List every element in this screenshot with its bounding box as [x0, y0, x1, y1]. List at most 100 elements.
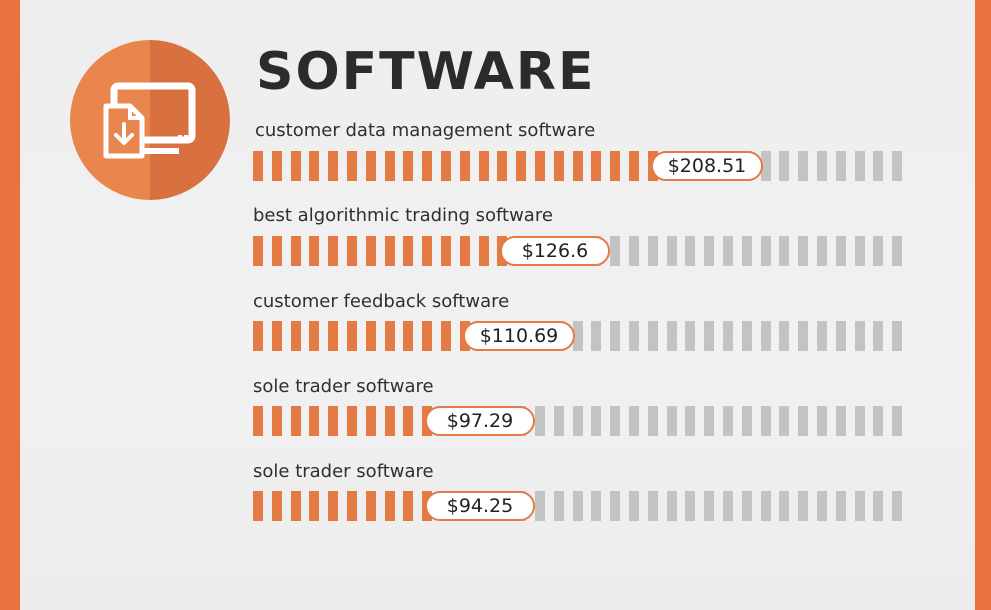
bar-segment-empty — [855, 406, 865, 436]
bar-segment-empty — [723, 236, 733, 266]
bar-segment-filled — [328, 236, 338, 266]
bar-segment-filled — [366, 406, 376, 436]
bar-segment-empty — [892, 151, 902, 181]
bar-segment-filled — [441, 236, 451, 266]
bar-segment-empty — [855, 151, 865, 181]
bar-segment-empty — [855, 491, 865, 521]
bar-segment-filled — [272, 321, 282, 351]
bar-segment-filled — [347, 491, 357, 521]
bar-segment-empty — [704, 321, 714, 351]
bar-segment-filled — [403, 406, 413, 436]
bar-segment-filled — [366, 236, 376, 266]
bar-segment-filled — [385, 406, 395, 436]
bar-segment-filled — [403, 151, 413, 181]
bar-track: $94.25 — [253, 491, 909, 521]
bar-segment-filled — [366, 321, 376, 351]
bar-segment-filled — [441, 321, 451, 351]
monitor-download-icon — [103, 82, 196, 159]
bar-segment-empty — [648, 236, 658, 266]
bar-segment-empty — [648, 406, 658, 436]
bar-label: best algorithmic trading software — [253, 205, 553, 226]
bar-segment-empty — [798, 236, 808, 266]
bar-track: $126.6 — [253, 236, 909, 266]
bar-segment-empty — [667, 406, 677, 436]
bar-segment-filled — [253, 321, 263, 351]
bar-segment-filled — [309, 491, 319, 521]
bar-segment-filled — [591, 151, 601, 181]
bar-segment-empty — [742, 321, 752, 351]
bar-segment-empty — [629, 491, 639, 521]
bar-segment-filled — [403, 321, 413, 351]
bar-segment-empty — [761, 236, 771, 266]
bar-segment-filled — [497, 151, 507, 181]
bar-segment-empty — [798, 491, 808, 521]
bar-segment-empty — [892, 406, 902, 436]
bar-segment-empty — [761, 491, 771, 521]
bar-segment-filled — [347, 151, 357, 181]
bar-segment-empty — [573, 321, 583, 351]
bar-segment-empty — [535, 491, 545, 521]
bar-segment-filled — [460, 236, 470, 266]
bar-segment-filled — [253, 491, 263, 521]
bar-segment-empty — [873, 321, 883, 351]
bar-segment-filled — [272, 491, 282, 521]
bar-segment-filled — [347, 406, 357, 436]
bar-segment-filled — [385, 491, 395, 521]
bar-value-label: $208.51 — [651, 151, 763, 181]
bar-segment-filled — [309, 236, 319, 266]
bar-segment-filled — [385, 236, 395, 266]
bar-segment-filled — [535, 151, 545, 181]
bar-segment-empty — [610, 491, 620, 521]
bar-segment-empty — [779, 236, 789, 266]
bar-label: customer feedback software — [253, 291, 510, 312]
bar-segment-filled — [328, 406, 338, 436]
bar-segment-filled — [272, 236, 282, 266]
bar-value-label: $97.29 — [425, 406, 535, 436]
bar-segment-filled — [347, 321, 357, 351]
bar-segment-empty — [817, 236, 827, 266]
bar-segment-filled — [347, 236, 357, 266]
bar-segment-empty — [591, 406, 601, 436]
bar-segment-filled — [385, 151, 395, 181]
bar-segment-empty — [573, 406, 583, 436]
bar-segment-filled — [291, 236, 301, 266]
bar-segment-empty — [836, 406, 846, 436]
bar-segment-empty — [723, 406, 733, 436]
bar-segment-empty — [817, 321, 827, 351]
bar-segment-empty — [591, 491, 601, 521]
bar-segment-empty — [742, 236, 752, 266]
bar-segment-empty — [554, 406, 564, 436]
bar-segment-filled — [309, 151, 319, 181]
bar-segment-empty — [761, 151, 771, 181]
bar-segment-filled — [610, 151, 620, 181]
bar-segment-empty — [591, 321, 601, 351]
bar-segment-empty — [892, 236, 902, 266]
bar-segment-empty — [723, 491, 733, 521]
bar-segment-empty — [873, 236, 883, 266]
bar-segment-filled — [366, 491, 376, 521]
bar-segment-empty — [855, 321, 865, 351]
bar-segment-empty — [798, 151, 808, 181]
bar-segment-filled — [403, 491, 413, 521]
bar-label: customer data management software — [255, 120, 596, 141]
software-icon-badge — [70, 40, 230, 200]
bar-segment-empty — [779, 491, 789, 521]
bar-track: $208.51 — [253, 151, 909, 181]
bar-segment-empty — [610, 321, 620, 351]
bar-segment-empty — [761, 406, 771, 436]
bar-segment-filled — [460, 151, 470, 181]
bar-segment-empty — [817, 406, 827, 436]
bar-segment-filled — [516, 151, 526, 181]
bar-segment-empty — [836, 491, 846, 521]
bar-segment-filled — [291, 491, 301, 521]
bar-segment-filled — [385, 321, 395, 351]
bar-segment-empty — [704, 406, 714, 436]
bar-segment-filled — [441, 151, 451, 181]
bar-segment-empty — [779, 151, 789, 181]
bar-value-label: $94.25 — [425, 491, 535, 521]
bar-segment-filled — [629, 151, 639, 181]
bar-segment-empty — [817, 491, 827, 521]
bar-segment-filled — [253, 236, 263, 266]
bar-segment-empty — [892, 321, 902, 351]
bar-segment-empty — [685, 321, 695, 351]
